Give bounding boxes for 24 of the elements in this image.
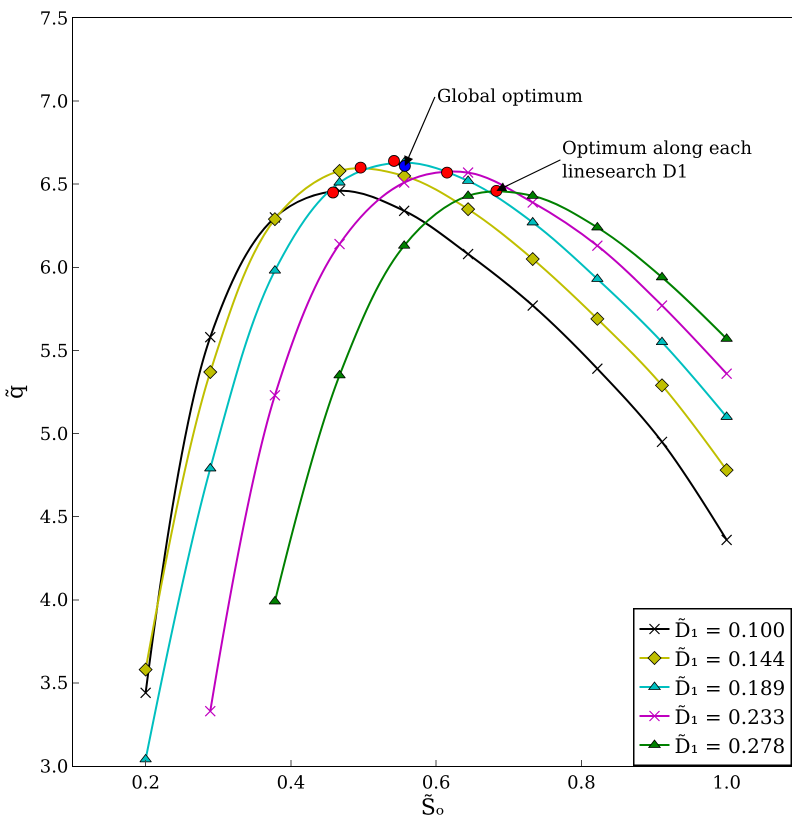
y-tick-label: 4.5 xyxy=(40,506,68,528)
y-tick-label: 4.0 xyxy=(40,590,68,612)
legend-label: D̃₁ = 0.100 xyxy=(674,618,786,642)
annotation: Global optimum xyxy=(437,86,583,107)
y-tick-label: 7.0 xyxy=(40,91,68,112)
x-tick-label: 0.2 xyxy=(131,772,160,794)
x-tick-label: 0.8 xyxy=(567,772,596,794)
y-axis-title: q̃ xyxy=(4,384,29,400)
legend-label: D̃₁ = 0.144 xyxy=(674,646,786,671)
legend-label: D̃₁ = 0.189 xyxy=(674,676,786,700)
y-tick-label: 3.0 xyxy=(40,756,68,778)
y-tick-label: 5.0 xyxy=(40,424,68,445)
x-axis-title: S̃ₒ xyxy=(420,794,444,821)
y-tick-label: 7.5 xyxy=(40,8,68,30)
x-tick-label: 0.6 xyxy=(422,772,450,794)
y-tick-label: 6.5 xyxy=(40,174,68,196)
y-tick-label: 5.5 xyxy=(40,340,68,362)
annotation: Optimum along each linesearch D1 xyxy=(562,138,752,182)
x-tick-label: 1.0 xyxy=(712,772,741,794)
legend-label: D̃₁ = 0.233 xyxy=(674,704,786,729)
y-tick-label: 6.0 xyxy=(40,258,68,279)
legend-label: D̃₁ = 0.278 xyxy=(674,734,786,758)
x-tick-label: 0.4 xyxy=(276,772,306,794)
y-tick-label: 3.5 xyxy=(40,673,68,694)
